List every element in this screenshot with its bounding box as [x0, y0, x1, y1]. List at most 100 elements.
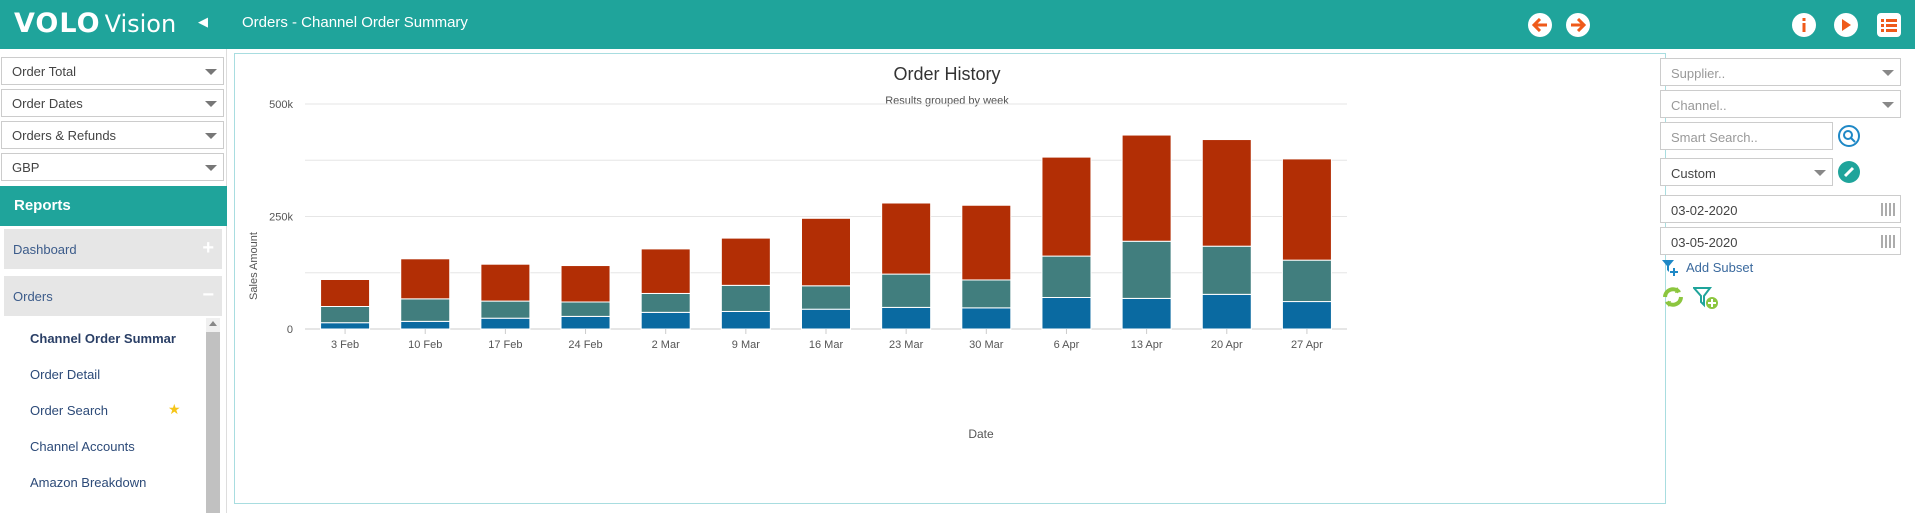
chart-title: Order History — [893, 64, 1000, 84]
refresh-icon[interactable] — [1660, 284, 1686, 310]
chevron-down-icon — [205, 165, 217, 171]
x-tick-label: 9 Mar — [732, 339, 760, 351]
bar-segment — [560, 301, 611, 317]
menu-list-icon[interactable] — [1877, 13, 1901, 37]
bar-segment — [881, 273, 932, 308]
orders-refunds-select[interactable]: Orders & Refunds — [1, 121, 224, 149]
collapse-sidebar-icon[interactable]: ◀ — [198, 14, 208, 29]
search-placeholder: Smart Search.. — [1671, 130, 1758, 145]
grid-layer — [305, 103, 1347, 330]
y-tick-label: 250k — [269, 212, 293, 224]
sidebar-scrollbar[interactable] — [206, 318, 220, 513]
currency-select[interactable]: GBP — [1, 153, 224, 181]
x-tick-label: 30 Mar — [969, 339, 1004, 351]
search-icon[interactable] — [1838, 125, 1860, 147]
filter-add-icon[interactable] — [1691, 286, 1719, 310]
x-tick-label: 17 Feb — [488, 339, 522, 351]
nav-group-label: Orders — [13, 289, 53, 304]
add-subset-link[interactable]: Add Subset — [1686, 260, 1754, 275]
range-value: Custom — [1671, 166, 1716, 181]
bar-segment — [1041, 255, 1092, 299]
bar-segment — [320, 279, 371, 307]
bar-segment — [480, 317, 531, 330]
bar-segment — [961, 307, 1012, 330]
bar-segment — [560, 315, 611, 330]
chevron-down-icon — [1882, 102, 1894, 108]
bar-segment — [1121, 297, 1172, 330]
channel-placeholder: Channel.. — [1671, 98, 1727, 113]
bar-segment — [801, 308, 851, 330]
scroll-up-icon[interactable] — [209, 321, 217, 326]
nav-item-channel-accounts[interactable]: Channel Accounts — [30, 439, 135, 454]
nav-item-amazon-breakdown[interactable]: Amazon Breakdown — [30, 475, 147, 490]
bar-segment — [1121, 240, 1172, 299]
calendar-icon[interactable] — [1881, 203, 1895, 216]
bar-segment — [1281, 259, 1332, 303]
reports-header: Reports — [0, 186, 227, 226]
chevron-down-icon — [1882, 70, 1894, 76]
logo-sub: Vision — [104, 10, 177, 38]
bar-segment — [400, 258, 451, 300]
info-icon[interactable] — [1792, 13, 1816, 37]
bar-segment — [881, 202, 932, 275]
collapse-icon: − — [202, 284, 214, 306]
bar-segment — [400, 320, 451, 330]
nav-item-order-search[interactable]: Order Search — [30, 403, 109, 418]
logo: VOLO Vision — [14, 8, 176, 39]
date-from-input[interactable]: 03-02-2020 — [1660, 195, 1901, 223]
order-total-select[interactable]: Order Total — [1, 57, 224, 85]
bar-segment — [640, 248, 691, 294]
nav-item-channel-order-summary[interactable]: Channel Order Summar — [30, 331, 176, 346]
order-dates-label: Order Dates — [12, 96, 83, 111]
play-icon[interactable] — [1834, 13, 1858, 37]
forward-arrow-icon[interactable] — [1566, 13, 1590, 37]
x-tick-label: 20 Apr — [1211, 339, 1243, 351]
bar-segment — [720, 284, 771, 312]
range-select[interactable]: Custom — [1660, 158, 1833, 186]
add-filter-icon[interactable] — [1661, 258, 1679, 276]
tick-layer: 0 250k 500k 3 Feb 10 Feb 17 Feb 24 Feb 2 Mar 9 M… — [269, 99, 1323, 351]
nav-group-dashboard[interactable]: Dashboard + — [4, 229, 222, 269]
nav-group-orders[interactable]: Orders − — [4, 276, 222, 316]
bar-segment — [1201, 139, 1252, 247]
date-to-input[interactable]: 03-05-2020 — [1660, 227, 1901, 255]
bar-segment — [881, 306, 932, 330]
y-tick-label: 0 — [287, 324, 293, 336]
x-tick-label: 6 Apr — [1054, 339, 1080, 351]
bar-segment — [1041, 297, 1092, 330]
orders-refunds-label: Orders & Refunds — [12, 128, 117, 143]
pin-icon[interactable] — [1838, 161, 1860, 183]
y-axis-label: Sales Amount — [248, 232, 260, 300]
date-to-value: 03-05-2020 — [1671, 235, 1738, 250]
bar-segment — [640, 311, 691, 330]
scroll-thumb[interactable] — [206, 332, 220, 513]
order-total-label: Order Total — [12, 64, 77, 79]
bar-segment — [1281, 301, 1332, 330]
supplier-select[interactable]: Supplier.. — [1660, 58, 1901, 86]
x-axis-label: Date — [968, 427, 994, 441]
back-arrow-icon[interactable] — [1528, 13, 1552, 37]
bar-segment — [1201, 293, 1252, 330]
logo-main: VOLO — [14, 8, 101, 39]
x-tick-label: 27 Apr — [1291, 339, 1323, 351]
favorite-star-icon[interactable]: ★ — [168, 401, 181, 417]
currency-label: GBP — [12, 160, 40, 175]
supplier-placeholder: Supplier.. — [1671, 66, 1726, 81]
chevron-down-icon — [205, 101, 217, 107]
top-bar: VOLO Vision ◀ Orders - Channel Order Summ… — [0, 0, 1915, 49]
bar-segment — [480, 263, 531, 302]
nav-item-order-detail[interactable]: Order Detail — [30, 367, 101, 382]
bar-segment — [961, 279, 1012, 309]
expand-icon: + — [202, 237, 214, 259]
bar-segment — [640, 292, 691, 313]
date-from-value: 03-02-2020 — [1671, 203, 1738, 218]
order-dates-select[interactable]: Order Dates — [1, 89, 224, 117]
bar-segment — [320, 322, 371, 330]
bar-segment — [961, 204, 1012, 281]
bar-segment — [801, 217, 851, 287]
bar-segment — [480, 300, 531, 319]
bar-segment — [1041, 156, 1092, 257]
channel-select[interactable]: Channel.. — [1660, 90, 1901, 118]
calendar-icon[interactable] — [1881, 235, 1895, 248]
smart-search-input[interactable]: Smart Search.. — [1660, 122, 1833, 150]
